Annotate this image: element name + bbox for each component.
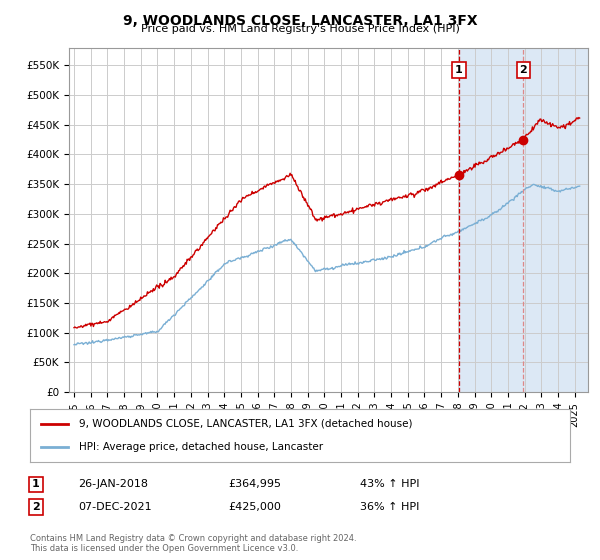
- Bar: [459, 48, 588, 392]
- Text: 1: 1: [455, 65, 463, 75]
- Text: 2: 2: [520, 65, 527, 75]
- Text: 43% ↑ HPI: 43% ↑ HPI: [360, 479, 419, 489]
- Text: Contains HM Land Registry data © Crown copyright and database right 2024.
This d: Contains HM Land Registry data © Crown c…: [30, 534, 356, 553]
- Text: £425,000: £425,000: [228, 502, 281, 512]
- Text: £364,995: £364,995: [228, 479, 281, 489]
- Text: 2: 2: [32, 502, 40, 512]
- Text: 26-JAN-2018: 26-JAN-2018: [78, 479, 148, 489]
- Text: 36% ↑ HPI: 36% ↑ HPI: [360, 502, 419, 512]
- Text: 9, WOODLANDS CLOSE, LANCASTER, LA1 3FX (detached house): 9, WOODLANDS CLOSE, LANCASTER, LA1 3FX (…: [79, 419, 412, 429]
- Text: 1: 1: [32, 479, 40, 489]
- Text: Price paid vs. HM Land Registry's House Price Index (HPI): Price paid vs. HM Land Registry's House …: [140, 24, 460, 34]
- Text: 07-DEC-2021: 07-DEC-2021: [78, 502, 152, 512]
- Text: 9, WOODLANDS CLOSE, LANCASTER, LA1 3FX: 9, WOODLANDS CLOSE, LANCASTER, LA1 3FX: [122, 14, 478, 28]
- Text: HPI: Average price, detached house, Lancaster: HPI: Average price, detached house, Lanc…: [79, 442, 323, 452]
